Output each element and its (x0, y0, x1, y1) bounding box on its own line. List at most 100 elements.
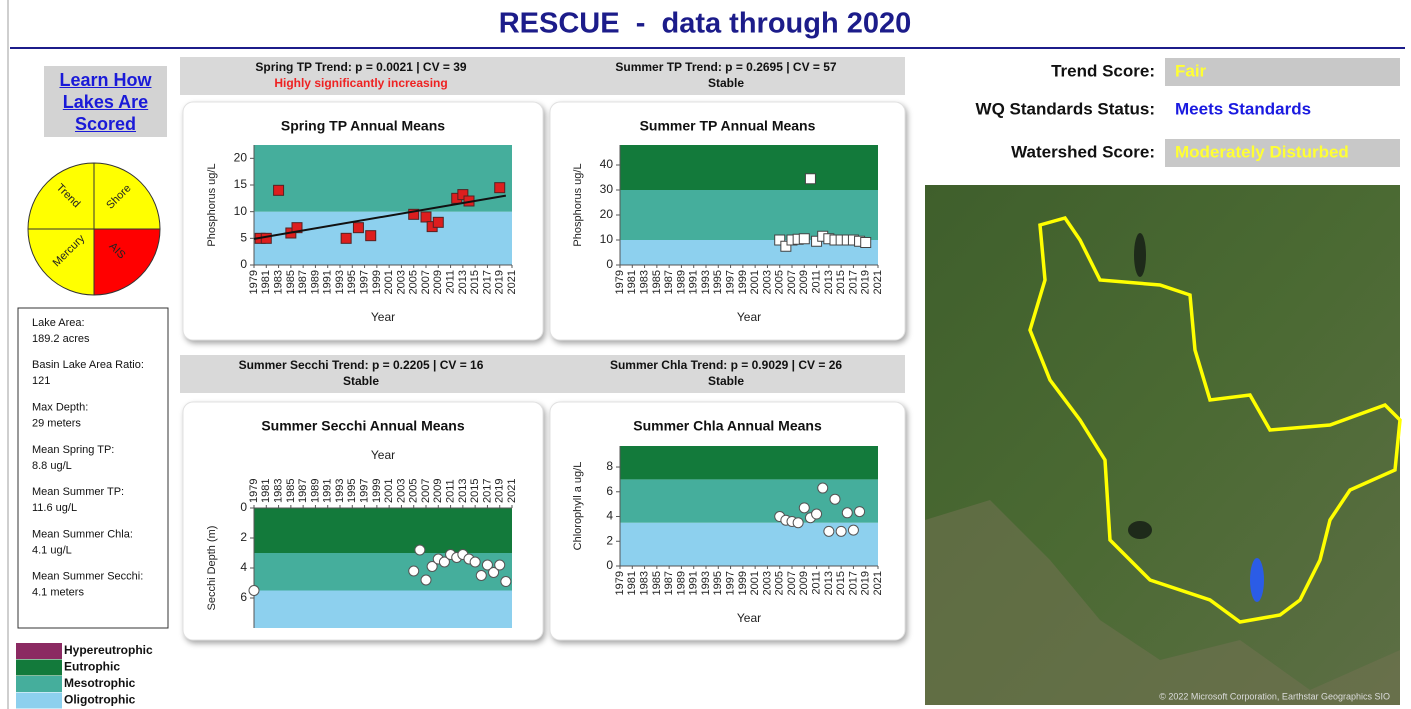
data-point (415, 545, 425, 555)
info-label: Mean Summer Secchi: (32, 571, 143, 583)
info-value: 4.1 meters (32, 587, 84, 599)
data-point (495, 183, 505, 193)
x-tick-label: 1983 (638, 571, 650, 595)
x-tick-label: 1995 (346, 479, 358, 503)
x-tick-label: 1989 (675, 270, 687, 294)
dashboard: RESCUE - data through 2020 © 2022 Micros… (0, 0, 1411, 709)
chart-title: Summer TP Annual Means (640, 118, 816, 134)
x-tick-label: 1999 (737, 571, 749, 595)
y-tick-label: 0 (240, 500, 247, 514)
x-tick-label: 2019 (860, 270, 872, 294)
x-tick-label: 2017 (847, 270, 859, 294)
page-title: RESCUE - data through 2020 (499, 8, 912, 40)
legend-swatch (16, 643, 62, 659)
info-label: Mean Summer TP: (32, 486, 124, 498)
x-tick-label: 1999 (737, 270, 749, 294)
x-tick-label: 1985 (285, 270, 297, 294)
x-tick-label: 1981 (626, 270, 638, 294)
x-tick-label: 2001 (383, 479, 395, 503)
trend-heading: Spring TP Trend: p = 0.0021 | CV = 39 (255, 60, 467, 74)
x-tick-label: 2001 (383, 270, 395, 294)
learn-link[interactable]: Learn How Lakes Are Scored (44, 66, 167, 137)
x-tick-label: 2021 (872, 571, 884, 595)
x-tick-label: 2007 (420, 270, 432, 294)
x-tick-label: 2021 (506, 270, 518, 294)
x-tick-label: 1991 (688, 571, 700, 595)
map-pond (1128, 521, 1152, 539)
trend-heading: Summer TP Trend: p = 0.2695 | CV = 57 (615, 60, 837, 74)
data-point (848, 525, 858, 535)
x-tick-label: 2013 (823, 571, 835, 595)
y-tick-label: 40 (600, 157, 614, 171)
y-axis-label: Secchi Depth (m) (206, 526, 218, 611)
x-tick-label: 2005 (408, 479, 420, 503)
x-tick-label: 1987 (663, 571, 675, 595)
chart: Summer Chla Annual Means0246819791981198… (550, 402, 905, 640)
x-axis-label: Year (371, 448, 395, 462)
legend-label: Oligotrophic (64, 693, 136, 707)
x-tick-label: 2013 (457, 479, 469, 503)
x-axis-label: Year (371, 310, 395, 324)
data-point (249, 586, 259, 596)
x-tick-label: 2003 (395, 479, 407, 503)
data-point (842, 508, 852, 518)
trophic-band (254, 508, 512, 553)
x-tick-label: 2015 (835, 270, 847, 294)
x-tick-label: 2021 (506, 479, 518, 503)
x-tick-label: 2013 (823, 270, 835, 294)
data-point (812, 509, 822, 519)
x-tick-label: 2007 (420, 479, 432, 503)
y-tick-label: 30 (600, 182, 614, 196)
x-tick-label: 2003 (761, 270, 773, 294)
info-label: Lake Area: (32, 317, 85, 329)
data-point (501, 577, 511, 587)
map: © 2022 Microsoft Corporation, Earthstar … (925, 185, 1400, 705)
data-point (476, 571, 486, 581)
x-tick-label: 1987 (297, 270, 309, 294)
info-label: Mean Summer Chla: (32, 528, 133, 540)
chart: Spring TP Annual Means051015201979198119… (183, 102, 543, 340)
data-point (421, 575, 431, 585)
x-tick-label: 2011 (810, 270, 822, 294)
x-tick-label: 1983 (272, 479, 284, 503)
x-tick-label: 2009 (432, 479, 444, 503)
y-tick-label: 6 (606, 484, 613, 498)
x-tick-label: 1991 (322, 479, 334, 503)
y-axis-label: Chlorophyll a ug/L (572, 462, 584, 551)
x-tick-label: 1983 (272, 270, 284, 294)
chart: Summer TP Annual Means010203040197919811… (550, 102, 905, 340)
x-tick-label: 2001 (749, 571, 761, 595)
score-label: Trend Score: (1051, 61, 1155, 80)
x-tick-label: 1993 (334, 479, 346, 503)
x-tick-label: 1983 (638, 270, 650, 294)
x-tick-label: 1981 (626, 571, 638, 595)
x-tick-label: 1997 (358, 270, 370, 294)
x-tick-label: 2011 (444, 270, 456, 294)
info-value: 4.1 ug/L (32, 544, 72, 556)
data-point (799, 503, 809, 513)
info-value: 8.8 ug/L (32, 460, 72, 472)
info-value: 11.6 ug/L (32, 502, 77, 514)
data-point (830, 494, 840, 504)
score-value: Meets Standards (1175, 99, 1311, 118)
y-axis-label: Phosphorus ug/L (572, 163, 584, 246)
x-tick-label: 1987 (663, 270, 675, 294)
score-value: Fair (1175, 61, 1207, 80)
data-point (421, 212, 431, 222)
data-point (805, 174, 815, 184)
y-tick-label: 10 (234, 204, 248, 218)
x-tick-label: 1997 (724, 571, 736, 595)
data-point (793, 518, 803, 528)
x-tick-label: 1995 (346, 270, 358, 294)
data-point (433, 217, 443, 227)
y-tick-label: 4 (240, 560, 247, 574)
x-tick-label: 2021 (872, 270, 884, 294)
y-tick-label: 2 (606, 533, 613, 547)
legend-label: Hypereutrophic (64, 643, 153, 657)
x-tick-label: 1979 (614, 571, 626, 595)
y-tick-label: 4 (606, 509, 613, 523)
x-tick-label: 1993 (700, 270, 712, 294)
lake-shape (1250, 558, 1264, 602)
trophic-band (620, 145, 878, 190)
